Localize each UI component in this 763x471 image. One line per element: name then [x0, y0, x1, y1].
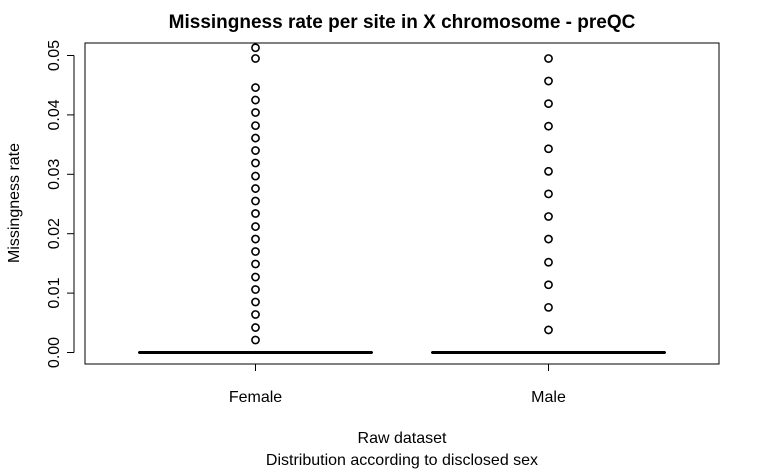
box-male: [431, 54, 666, 354]
outlier-point: [544, 257, 553, 267]
outlier-point: [251, 158, 260, 168]
outlier-point: [251, 247, 260, 256]
y-axis-label: Missingness rate: [6, 143, 23, 263]
y-tick-label: 0.05: [46, 40, 63, 71]
y-tick-label: 0.00: [46, 337, 63, 368]
outlier-point: [251, 146, 260, 155]
outlier-point: [544, 54, 553, 63]
outlier-point: [544, 234, 553, 244]
outlier-point: [251, 285, 260, 294]
outlier-point: [251, 54, 260, 63]
x-axis-label-line2: Distribution according to disclosed sex: [266, 452, 538, 469]
x-tick-label: Female: [229, 389, 282, 406]
outlier-point: [544, 302, 553, 312]
plot-frame: [84, 42, 720, 365]
outlier-point: [544, 280, 553, 290]
outlier-point: [251, 335, 260, 345]
x-tick-label: Male: [531, 389, 566, 406]
outlier-point: [544, 121, 553, 131]
outlier-point: [251, 171, 260, 181]
outlier-point: [251, 133, 260, 143]
outlier-point: [544, 325, 553, 335]
box-female: [138, 43, 373, 354]
outlier-point: [251, 259, 260, 269]
outlier-point: [544, 212, 553, 221]
outlier-point: [251, 323, 260, 332]
y-tick-label: 0.04: [46, 99, 63, 130]
outlier-point: [251, 310, 260, 319]
boxes-group: [138, 43, 666, 354]
outlier-point: [544, 99, 553, 109]
y-tick-label: 0.03: [46, 159, 63, 190]
y-tick-label: 0.01: [46, 277, 63, 308]
chart-title: Missingness rate per site in X chromosom…: [169, 12, 636, 33]
outlier-point: [251, 209, 260, 218]
outlier-point: [251, 121, 260, 130]
outlier-point: [251, 108, 260, 117]
y-axis: 0.00 0.01 0.02 0.03 0.04 0.05: [46, 40, 75, 368]
outlier-point: [251, 272, 260, 282]
outlier-point: [544, 189, 553, 199]
y-tick-label: 0.02: [46, 218, 63, 249]
x-axis-label-line1: Raw dataset: [358, 430, 447, 447]
outlier-point: [544, 166, 553, 176]
outlier-point: [251, 184, 260, 193]
outlier-point: [544, 144, 553, 154]
outlier-point: [251, 83, 260, 92]
outlier-point: [544, 76, 553, 86]
outlier-point: [251, 43, 260, 53]
x-axis: Female Male: [229, 364, 566, 406]
outlier-point: [251, 95, 260, 105]
outlier-point: [251, 297, 260, 307]
outlier-point: [251, 234, 260, 244]
outlier-point: [251, 222, 260, 231]
outlier-point: [251, 196, 260, 206]
